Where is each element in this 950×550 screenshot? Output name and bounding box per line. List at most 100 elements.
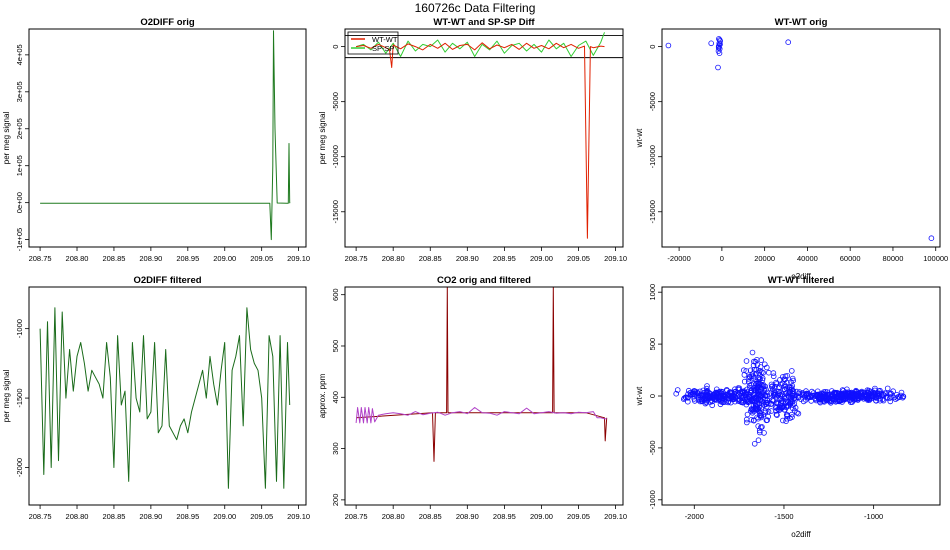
chart-title: O2DIFF orig bbox=[140, 17, 195, 28]
scatter-point bbox=[753, 395, 759, 402]
series-line-0 bbox=[39, 307, 291, 489]
plot-data bbox=[39, 307, 291, 489]
y-tick-label: 1000 bbox=[648, 284, 657, 301]
scatter-point bbox=[716, 50, 723, 56]
scatter-point bbox=[825, 395, 831, 402]
plot-frame bbox=[28, 286, 307, 506]
scatter-point bbox=[772, 383, 778, 390]
scatter-point bbox=[789, 383, 795, 389]
legend-label: SP-SP bbox=[372, 44, 395, 53]
x-tick-label: 208.95 bbox=[176, 254, 199, 263]
scatter-point bbox=[749, 409, 756, 416]
scatter-point bbox=[872, 385, 878, 392]
scatter-point bbox=[777, 404, 783, 411]
x-tick-label: 209.10 bbox=[604, 512, 627, 521]
scatter-point bbox=[763, 399, 770, 406]
x-tick-label: 208.80 bbox=[382, 254, 405, 263]
scatter-point bbox=[756, 429, 763, 436]
scatter-point bbox=[747, 374, 753, 381]
scatter-point bbox=[768, 383, 775, 390]
series-line-1 bbox=[355, 407, 607, 424]
scatter-point bbox=[788, 396, 794, 402]
scatter-point bbox=[717, 390, 724, 396]
scatter-point bbox=[795, 410, 802, 417]
scatter-point bbox=[757, 392, 764, 398]
x-tick-label: 208.90 bbox=[139, 512, 162, 521]
scatter-point bbox=[749, 407, 756, 413]
y-tick-label: -5000 bbox=[648, 92, 657, 111]
x-tick-label: 208.80 bbox=[66, 254, 89, 263]
scatter-point bbox=[744, 411, 751, 418]
scatter-point bbox=[848, 393, 855, 400]
scatter-point bbox=[725, 399, 731, 406]
y-tick-label: 0e+00 bbox=[15, 192, 24, 213]
page-title: 160726c Data Filtering bbox=[415, 1, 536, 15]
scatter-point bbox=[880, 397, 887, 404]
scatter-point bbox=[720, 395, 726, 401]
y-tick-label: -15000 bbox=[648, 200, 657, 223]
scatter-point bbox=[840, 393, 847, 399]
x-tick-label: 80000 bbox=[883, 254, 904, 263]
panel-o2diff-orig: O2DIFF orig per meg signal 208.75 208.80 208… bbox=[2, 17, 310, 263]
scatter-point bbox=[748, 397, 754, 403]
panel-wt-wt-and-sp-sp-diff: WT-WT and SP-SP Diff per meg signal 208.75… bbox=[318, 17, 627, 263]
scatter-point bbox=[746, 382, 753, 389]
plot-frame bbox=[344, 286, 624, 506]
scatter-point bbox=[748, 416, 755, 423]
scatter-point bbox=[691, 388, 698, 394]
scatter-point bbox=[685, 391, 691, 397]
x-tick-label: 60000 bbox=[840, 254, 861, 263]
scatter-point bbox=[761, 361, 768, 368]
scatter-point bbox=[884, 394, 891, 401]
x-tick-label: -1500 bbox=[774, 512, 793, 521]
x-tick-label: 209.10 bbox=[287, 512, 310, 521]
x-tick-label: 208.90 bbox=[456, 512, 479, 521]
plot-frame bbox=[661, 286, 941, 506]
chart-title: WT-WT orig bbox=[775, 17, 828, 28]
x-tick-label: 208.85 bbox=[102, 254, 125, 263]
x-tick-label: 209.05 bbox=[250, 254, 273, 263]
y-tick-label: 4e+05 bbox=[15, 44, 24, 65]
x-axis-label: o2diff bbox=[791, 272, 811, 281]
chart-title: O2DIFF filtered bbox=[133, 275, 201, 286]
scatter-point bbox=[758, 393, 765, 400]
x-tick-label: 209.00 bbox=[530, 254, 553, 263]
scatter-point bbox=[770, 373, 777, 380]
plot-data bbox=[665, 36, 935, 242]
scatter-point bbox=[891, 394, 897, 401]
scatter-point bbox=[741, 378, 748, 385]
x-tick-label: -20000 bbox=[667, 254, 690, 263]
y-tick-label: 2e+05 bbox=[15, 118, 24, 139]
x-tick-label: 209.05 bbox=[567, 254, 590, 263]
legend-box bbox=[347, 31, 399, 55]
scatter-point bbox=[782, 390, 789, 397]
scatter-point bbox=[674, 387, 681, 393]
series-line-wt-wt bbox=[356, 42, 605, 239]
x-tick-label: 208.85 bbox=[102, 512, 125, 521]
scatter-point bbox=[804, 390, 810, 397]
scatter-point bbox=[872, 397, 879, 404]
x-tick-label: 208.95 bbox=[176, 512, 199, 521]
scatter-point bbox=[741, 372, 748, 378]
y-tick-label: -500 bbox=[648, 440, 657, 455]
scatter-point bbox=[765, 369, 772, 376]
scatter-point bbox=[779, 391, 785, 398]
scatter-point bbox=[837, 393, 843, 400]
scatter-point bbox=[759, 375, 766, 382]
y-axis-label: per meg signal bbox=[2, 370, 11, 423]
y-tick-label: -10000 bbox=[648, 145, 657, 168]
panel-o2diff-filtered: O2DIFF filtered per meg signal 208.75 208.8… bbox=[2, 275, 310, 521]
scatter-point bbox=[768, 408, 775, 414]
y-tick-label: 300 bbox=[331, 442, 340, 455]
scatter-point bbox=[752, 405, 759, 412]
scatter-point bbox=[743, 419, 750, 426]
chart-title: CO2 orig and filtered bbox=[437, 275, 531, 286]
scatter-point bbox=[762, 383, 768, 390]
x-tick-label: 100000 bbox=[923, 254, 948, 263]
scatter-point bbox=[740, 399, 746, 406]
y-tick-label: 0 bbox=[331, 45, 340, 49]
x-tick-label: 209.10 bbox=[287, 254, 310, 263]
scatter-point bbox=[753, 367, 760, 373]
scatter-point bbox=[791, 395, 798, 402]
